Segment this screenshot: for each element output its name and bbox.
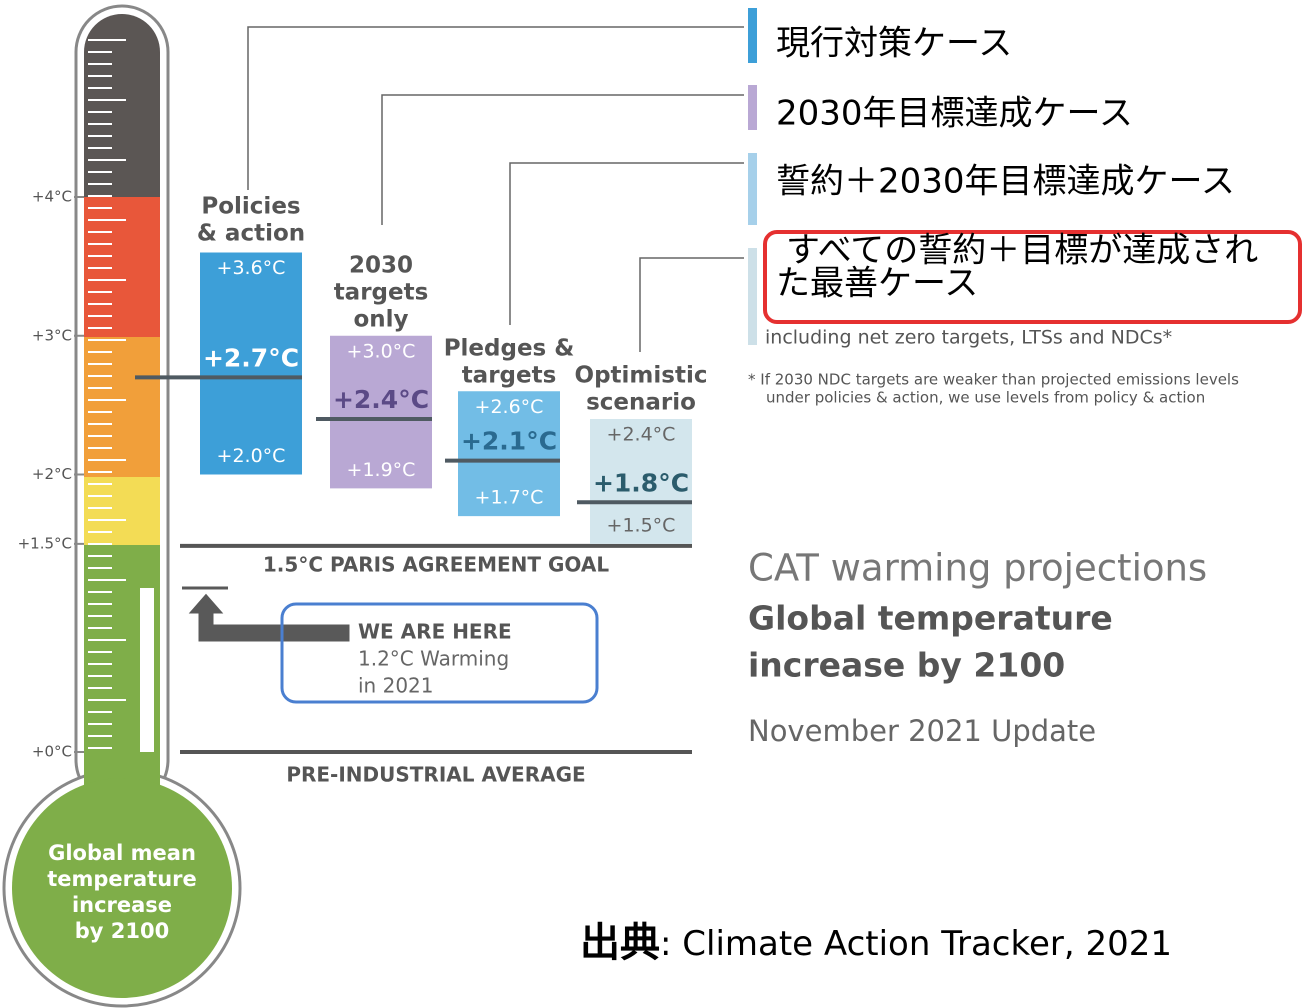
legend-label: 2030年目標達成ケース: [776, 94, 1133, 134]
high-label: +2.6°C: [475, 396, 544, 418]
scale-label: +4°C: [32, 188, 72, 206]
range-bar: [458, 391, 560, 517]
title-main: Global temperature: [748, 599, 1113, 638]
connector: [381, 94, 744, 225]
legend-swatch: [748, 153, 757, 225]
mercury-level: [140, 588, 154, 752]
range-bar: [590, 419, 692, 544]
band-orange: [84, 337, 160, 477]
high-label: +3.0°C: [347, 340, 416, 362]
legend-label: 誓約＋2030年目標達成ケース: [776, 162, 1235, 202]
scale-label: +0°C: [32, 743, 72, 761]
connector: [247, 26, 744, 190]
footnote: * If 2030 NDC targets are weaker than pr…: [748, 371, 1239, 389]
current-text: in 2021: [358, 674, 434, 698]
scenario-name: only: [353, 307, 408, 333]
low-label: +1.9°C: [347, 459, 416, 481]
legend-label: た最善ケース: [776, 264, 978, 304]
mid-label: +2.7°C: [203, 343, 299, 372]
footnote: under policies & action, we use levels f…: [766, 389, 1205, 407]
bulb-label: temperature: [47, 867, 197, 891]
low-label: +1.7°C: [475, 487, 544, 509]
bulb-label: by 2100: [75, 919, 169, 943]
source-text: : Climate Action Tracker, 2021: [660, 924, 1172, 964]
legend-label: 現行対策ケース: [776, 24, 1012, 64]
source-label: 出典: [580, 920, 660, 966]
low-label: +2.0°C: [217, 445, 286, 467]
scale-label: +3°C: [32, 326, 72, 344]
legend-swatch: [748, 85, 757, 130]
scale-label: +2°C: [32, 465, 72, 483]
mid-label: +2.4°C: [333, 385, 429, 414]
legend-swatch: [748, 248, 757, 345]
scenario-name: Optimistic: [575, 363, 708, 389]
bulb-label: increase: [72, 893, 172, 917]
legend-swatch: [748, 8, 757, 63]
range-bar: [200, 252, 302, 475]
legend-note: including net zero targets, LTSs and NDC…: [765, 327, 1172, 349]
connector: [639, 257, 744, 352]
scenario-name: & action: [197, 221, 305, 247]
scenario-name: scenario: [586, 390, 696, 416]
title-main: increase by 2100: [748, 646, 1065, 685]
band-yellow: [84, 477, 160, 545]
high-label: +3.6°C: [217, 257, 286, 279]
connector: [509, 162, 744, 325]
mid-label: +1.8°C: [593, 468, 689, 497]
baseline-label: PRE-INDUSTRIAL AVERAGE: [286, 763, 585, 787]
low-label: +1.5°C: [607, 514, 676, 536]
mid-label: +2.1°C: [461, 427, 557, 456]
current-heading: WE ARE HERE: [358, 620, 512, 644]
scenario-name: 2030: [349, 253, 413, 279]
highlight-box: [763, 230, 1302, 324]
scenario-name: targets: [462, 363, 557, 389]
current-text: 1.2°C Warming: [358, 647, 509, 671]
current-arrow: [182, 586, 350, 642]
bulb: [12, 778, 232, 998]
range-bar: [330, 335, 432, 489]
thermometer: [2, 4, 242, 1008]
highlight-box: [280, 602, 599, 704]
scale-label: +1.5°C: [18, 534, 72, 552]
bulb-label: Global mean: [48, 841, 196, 865]
high-label: +2.4°C: [607, 424, 676, 446]
title-kicker: CAT warming projections: [748, 547, 1207, 590]
source: 出典: Climate Action Tracker, 2021: [580, 920, 1172, 966]
goal-label: 1.5°C PARIS AGREEMENT GOAL: [263, 553, 609, 577]
title-update: November 2021 Update: [748, 714, 1096, 748]
legend-label: すべての誓約＋目標が達成され: [786, 231, 1258, 271]
scenario-name: targets: [334, 280, 429, 306]
scenario-name: Policies: [201, 194, 300, 220]
scenario-name: Pledges &: [444, 336, 575, 362]
